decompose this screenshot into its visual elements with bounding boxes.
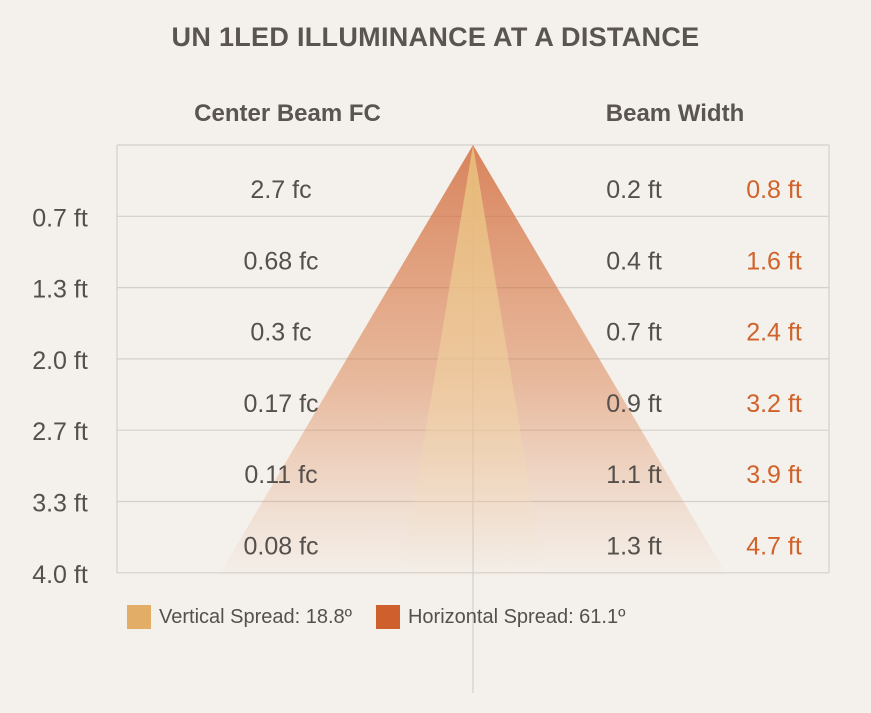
chart-title: UN 1LED ILLUMINANCE AT A DISTANCE — [171, 22, 700, 52]
legend-item-vertical: Vertical Spread: 18.8º — [127, 605, 352, 629]
horizontal-beam-width-value: 2.4 ft — [746, 319, 802, 347]
distance-label: 2.0 ft — [32, 347, 88, 375]
horizontal-beam-width-value: 1.6 ft — [746, 247, 802, 275]
vertical-beam-width-value: 1.1 ft — [606, 461, 662, 489]
vertical-beam-width-value: 0.9 ft — [606, 390, 662, 418]
horizontal-beam-width-value: 3.9 ft — [746, 461, 802, 489]
distance-label: 0.7 ft — [32, 204, 88, 232]
legend-swatch-horizontal — [375, 605, 400, 629]
center-beam-fc-value: 0.68 fc — [243, 247, 318, 275]
vertical-beam-width-value: 0.4 ft — [606, 247, 662, 275]
legend-label-vertical: Vertical Spread: 18.8º — [159, 605, 352, 628]
beam-width-header: Beam Width — [605, 100, 745, 127]
distance-label: 1.3 ft — [32, 276, 88, 304]
horizontal-beam-width-value: 3.2 ft — [746, 390, 802, 418]
distance-label: 2.7 ft — [32, 418, 88, 446]
center-beam-fc-value: 0.17 fc — [243, 390, 318, 418]
center-beam-fc-value: 0.3 fc — [250, 319, 311, 347]
distance-label: 3.3 ft — [32, 490, 88, 518]
center-beam-fc-value: 2.7 fc — [250, 176, 311, 204]
center-beam-fc-header: Center Beam FC — [194, 100, 381, 127]
legend: Vertical Spread: 18.8º Horizontal Spread… — [127, 605, 649, 629]
center-beam-fc-value: 0.11 fc — [244, 461, 317, 489]
legend-label-horizontal: Horizontal Spread: 61.1º — [407, 605, 626, 628]
vertical-beam-width-value: 0.2 ft — [606, 176, 662, 204]
center-beam-fc-value: 0.08 fc — [243, 533, 318, 561]
vertical-beam-width-value: 1.3 ft — [606, 533, 662, 561]
legend-item-horizontal: Horizontal Spread: 61.1º — [375, 605, 626, 629]
legend-swatch-vertical — [127, 605, 151, 629]
distance-label: 4.0 ft — [32, 561, 88, 589]
vertical-beam-width-value: 0.7 ft — [606, 319, 662, 347]
horizontal-beam-width-value: 0.8 ft — [746, 176, 802, 204]
vertical-spread-cone — [400, 145, 546, 580]
horizontal-beam-width-value: 4.7 ft — [746, 533, 802, 561]
